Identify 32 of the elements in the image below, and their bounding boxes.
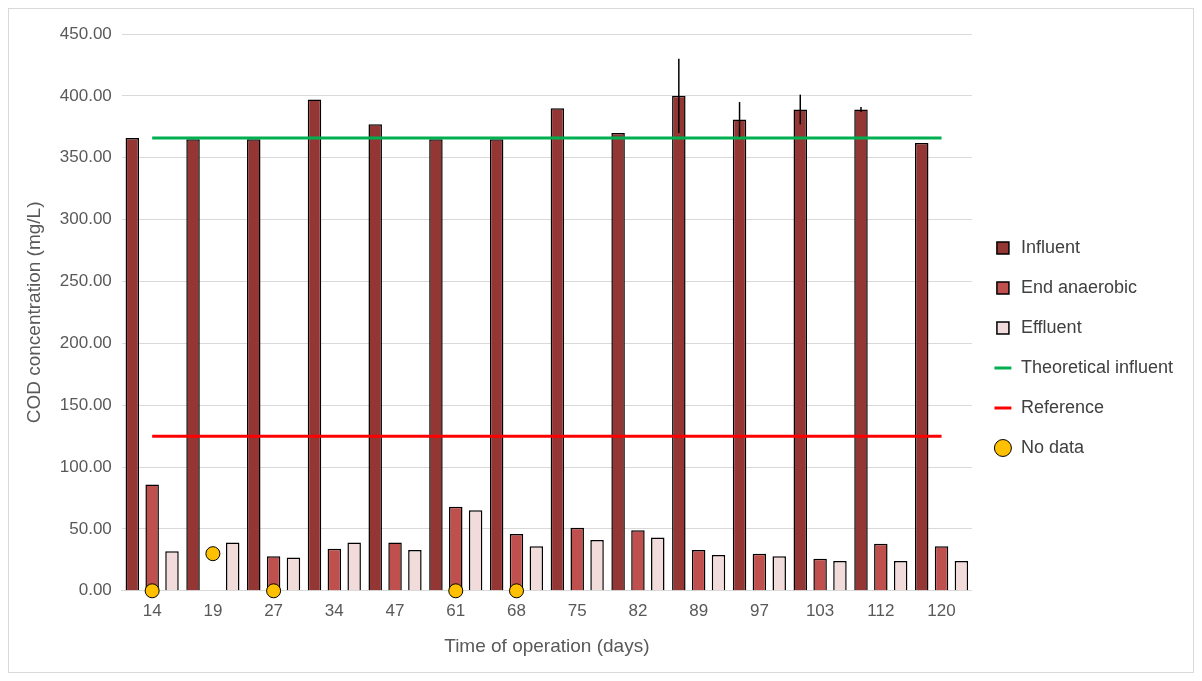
legend-label: No data — [1020, 436, 1085, 457]
y-tick-label: 300.00 — [59, 209, 112, 229]
x-tick-label: 27 — [264, 600, 284, 620]
x-tick-label: 112 — [867, 600, 895, 620]
x-tick-label: 75 — [567, 600, 587, 620]
x-tick-label: 14 — [142, 600, 162, 620]
y-tick-label: 150.00 — [59, 394, 112, 414]
y-tick-label: 100.00 — [59, 456, 112, 476]
x-tick-label: 34 — [324, 600, 344, 620]
y-tick-label: 0.00 — [78, 580, 112, 600]
x-tick-label: 61 — [446, 600, 466, 620]
x-tick-label: 120 — [927, 600, 956, 620]
x-tick-label: 89 — [689, 600, 709, 620]
legend-label: Effluent — [1020, 316, 1082, 337]
x-tick-label: 68 — [507, 600, 526, 620]
x-tick-label: 97 — [749, 600, 769, 620]
legend-label: Reference — [1020, 396, 1104, 417]
y-tick-label: 350.00 — [59, 147, 112, 167]
y-tick-label: 400.00 — [59, 85, 112, 105]
y-tick-label: 450.00 — [59, 23, 112, 43]
legend-label: Influent — [1020, 236, 1080, 257]
x-tick-label: 19 — [203, 600, 223, 620]
legend-label: End anaerobic — [1020, 276, 1138, 297]
legend-label: Theoretical influent — [1020, 356, 1174, 377]
x-axis-title: Time of operation (days) — [444, 634, 650, 656]
y-tick-label: 250.00 — [59, 271, 112, 291]
x-tick-label: 82 — [628, 600, 648, 620]
y-axis-title: COD concentration (mg/L) — [22, 201, 44, 424]
y-tick-label: 200.00 — [59, 333, 112, 353]
x-tick-label: 103 — [805, 600, 835, 620]
y-tick-label: 50.00 — [69, 518, 112, 538]
x-tick-label: 47 — [385, 600, 405, 620]
